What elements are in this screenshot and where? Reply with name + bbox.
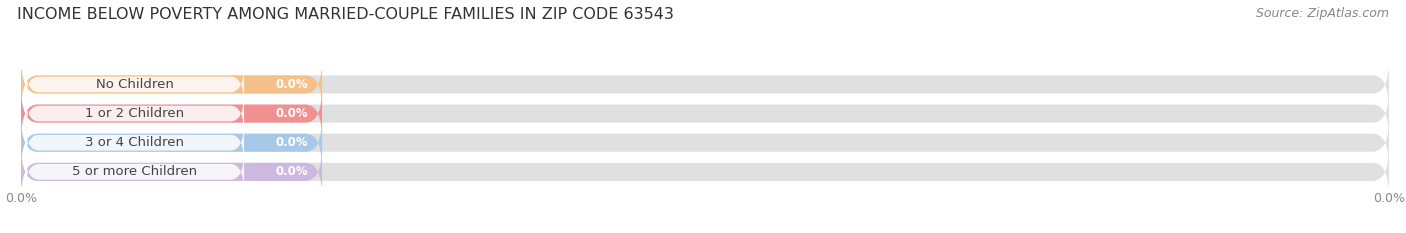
FancyBboxPatch shape [21,117,1389,169]
Text: 1 or 2 Children: 1 or 2 Children [86,107,184,120]
FancyBboxPatch shape [21,88,1389,140]
Text: 0.0%: 0.0% [276,78,308,91]
Text: Source: ZipAtlas.com: Source: ZipAtlas.com [1256,7,1389,20]
FancyBboxPatch shape [25,151,245,193]
Text: 5 or more Children: 5 or more Children [72,165,197,178]
Text: 3 or 4 Children: 3 or 4 Children [86,136,184,149]
FancyBboxPatch shape [21,146,1389,198]
FancyBboxPatch shape [21,88,322,140]
FancyBboxPatch shape [21,58,322,110]
FancyBboxPatch shape [25,92,245,135]
Text: 0.0%: 0.0% [276,107,308,120]
Text: 0.0%: 0.0% [276,165,308,178]
Text: INCOME BELOW POVERTY AMONG MARRIED-COUPLE FAMILIES IN ZIP CODE 63543: INCOME BELOW POVERTY AMONG MARRIED-COUPL… [17,7,673,22]
FancyBboxPatch shape [25,63,245,106]
FancyBboxPatch shape [21,146,322,198]
FancyBboxPatch shape [25,121,245,164]
Text: No Children: No Children [96,78,173,91]
FancyBboxPatch shape [21,58,1389,110]
Text: 0.0%: 0.0% [276,136,308,149]
FancyBboxPatch shape [21,117,322,169]
